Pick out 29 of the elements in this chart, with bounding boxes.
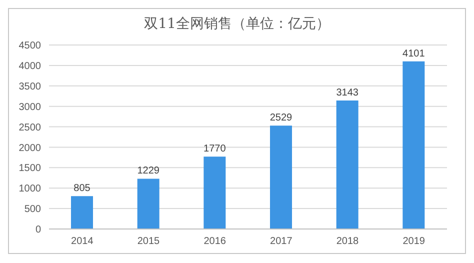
x-tick-label: 2018	[336, 236, 360, 248]
y-tick-label: 4500	[18, 40, 42, 52]
data-label: 1770	[204, 144, 226, 155]
chart-title: 双11全网销售（单位：亿元）	[143, 15, 331, 34]
data-label: 4101	[402, 48, 426, 60]
data-label: 3143	[336, 87, 359, 98]
bar	[402, 61, 425, 229]
bar	[270, 126, 292, 229]
x-tick-label: 2014	[71, 236, 94, 248]
x-tick-label: 2019	[402, 236, 426, 248]
x-tick-label: 2015	[137, 236, 160, 248]
data-label: 805	[74, 183, 91, 194]
y-tick-label: 1000	[18, 184, 42, 195]
y-tick-label: 2500	[18, 122, 42, 134]
y-tick-label: 3000	[18, 102, 42, 113]
bar	[137, 178, 160, 229]
bar	[71, 196, 93, 229]
y-tick-label: 0	[35, 224, 42, 236]
bar	[336, 100, 358, 229]
y-tick-label: 2000	[18, 142, 42, 154]
bar	[204, 156, 226, 229]
y-tick-label: 3500	[18, 81, 42, 92]
y-tick-label: 4000	[18, 60, 42, 72]
data-label: 2529	[270, 112, 293, 124]
x-tick-label: 2017	[270, 236, 293, 248]
x-tick-label: 2016	[204, 236, 226, 248]
data-label: 1229	[137, 166, 160, 177]
y-tick-label: 500	[24, 204, 42, 216]
y-tick-label: 1500	[18, 163, 42, 174]
